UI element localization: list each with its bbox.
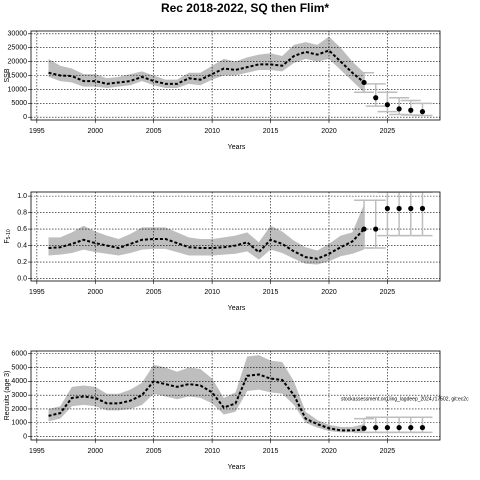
projection-point (384, 205, 391, 212)
median-line (48, 373, 365, 432)
y-axis-label-main: F (4, 239, 11, 243)
confidence-band (48, 204, 365, 265)
projection-point (361, 226, 367, 232)
x-tick-label: 2005 (146, 289, 162, 296)
y-tick-label: 15000 (8, 72, 28, 79)
y-axis-label: SSB (4, 68, 11, 82)
plot-area (31, 31, 440, 120)
x-tick-label: 2000 (87, 289, 103, 296)
x-tick-label: 2010 (204, 448, 220, 455)
projection-point (384, 424, 391, 431)
x-tick-label: 2005 (146, 448, 162, 455)
projection-point (373, 226, 379, 232)
y-tick-label: 25000 (8, 45, 28, 52)
y-tick-label: 5000 (11, 100, 27, 107)
y-tick-label: 0.0 (17, 275, 27, 282)
y-tick-label: 10000 (8, 86, 28, 93)
projection-point (419, 109, 426, 115)
y-axis-label: F5-10 (4, 229, 12, 244)
projection-point (373, 424, 379, 431)
confidence-band (48, 36, 365, 93)
x-tick-label: 2010 (204, 128, 220, 135)
projection-point (373, 95, 379, 101)
projection-point (419, 424, 426, 431)
x-axis-label: Years (228, 305, 246, 312)
y-axis-label-main: SSB (4, 68, 11, 82)
median-line (48, 49, 365, 85)
y-tick-label: 1.0 (17, 193, 27, 200)
y-tick-label: 2000 (11, 406, 27, 413)
y-axis-label-main: Recruits (age 3) (4, 371, 11, 421)
y-tick-label: 0.2 (17, 259, 27, 266)
y-tick-label: 4000 (11, 378, 27, 385)
x-tick-label: 2020 (321, 128, 337, 135)
y-tick-label: 0.8 (17, 209, 27, 216)
projection-point (384, 102, 391, 108)
x-tick-label: 2025 (380, 448, 396, 455)
projection-point (396, 424, 402, 431)
projection-point (396, 106, 402, 112)
y-axis-label: Recruits (age 3) (4, 371, 11, 421)
y-tick-label: 0.6 (17, 226, 27, 233)
y-tick-label: 30000 (8, 31, 28, 38)
y-tick-label: 20000 (8, 58, 28, 65)
x-tick-label: 2020 (321, 448, 337, 455)
annotation: stockassessment.org,ling_lagdeep_2024,r1… (341, 396, 469, 402)
projection-point (396, 205, 402, 212)
projection-point (408, 424, 414, 431)
x-tick-label: 2025 (380, 128, 396, 135)
y-axis-label-sub: 5-10 (6, 229, 12, 239)
x-tick-label: 1995 (29, 448, 45, 455)
projection-point (408, 205, 414, 212)
y-tick-label: 6000 (11, 351, 27, 358)
x-tick-label: 1995 (29, 289, 45, 296)
x-axis-label: Years (228, 464, 246, 471)
plot-area (31, 351, 440, 440)
projection-point (408, 107, 414, 113)
x-tick-label: 2010 (204, 289, 220, 296)
y-tick-label: 1000 (11, 420, 27, 427)
plot-frame (30, 191, 441, 282)
y-tick-label: 5000 (11, 364, 27, 371)
x-tick-label: 2020 (321, 289, 337, 296)
x-tick-label: 2015 (263, 448, 279, 455)
x-tick-label: 1995 (29, 128, 45, 135)
x-tick-label: 2005 (146, 128, 162, 135)
y-tick-label: 0 (23, 114, 27, 121)
projection-point (419, 205, 426, 212)
median-line (48, 228, 365, 260)
y-tick-label: 0 (23, 433, 27, 440)
y-tick-label: 0.4 (17, 242, 27, 249)
projection-point (361, 425, 367, 431)
x-tick-label: 2015 (263, 128, 279, 135)
x-tick-label: 2025 (380, 289, 396, 296)
projection-point (361, 79, 367, 86)
plot-frame (30, 350, 441, 441)
confidence-band (48, 355, 365, 434)
x-axis-label: Years (228, 144, 246, 151)
x-tick-label: 2000 (87, 128, 103, 135)
figure-title: Rec 2018-2022, SQ then Flim* (161, 1, 329, 15)
plot-frame (30, 30, 441, 121)
y-tick-label: 3000 (11, 392, 27, 399)
plot-area (31, 192, 440, 281)
x-tick-label: 2000 (87, 448, 103, 455)
x-tick-label: 2015 (263, 289, 279, 296)
